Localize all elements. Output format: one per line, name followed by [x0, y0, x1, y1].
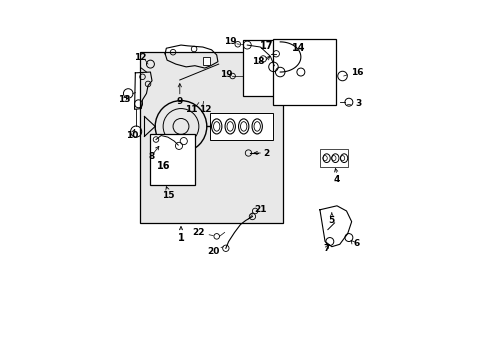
Bar	[319, 149, 348, 167]
Bar	[273, 39, 335, 105]
Text: 1: 1	[177, 233, 184, 243]
Text: 22: 22	[192, 228, 204, 237]
Text: 11: 11	[185, 105, 198, 114]
Text: 7: 7	[323, 244, 329, 253]
Text: 5: 5	[328, 216, 334, 225]
Text: 16: 16	[350, 68, 363, 77]
Text: 6: 6	[353, 239, 359, 248]
Text: 19: 19	[220, 70, 232, 79]
Text: 12: 12	[198, 105, 211, 114]
Text: 13: 13	[118, 95, 130, 104]
Bar	[150, 134, 195, 185]
Bar	[140, 52, 283, 223]
Bar	[203, 57, 209, 65]
Text: 8: 8	[148, 152, 154, 161]
Text: 12: 12	[134, 53, 146, 62]
Text: 19: 19	[224, 37, 237, 46]
Text: 14: 14	[291, 43, 305, 53]
Text: 17: 17	[260, 41, 273, 51]
Text: 18: 18	[251, 57, 264, 66]
Text: 9: 9	[176, 96, 183, 105]
Text: 20: 20	[206, 247, 219, 256]
Text: 4: 4	[333, 175, 340, 184]
Text: 15: 15	[162, 191, 174, 200]
Bar	[209, 113, 272, 140]
Text: 16: 16	[157, 161, 170, 171]
Text: 2: 2	[263, 149, 269, 158]
Text: 3: 3	[354, 99, 361, 108]
Text: 21: 21	[254, 205, 266, 214]
Text: 10: 10	[126, 131, 138, 140]
Bar	[242, 40, 293, 96]
